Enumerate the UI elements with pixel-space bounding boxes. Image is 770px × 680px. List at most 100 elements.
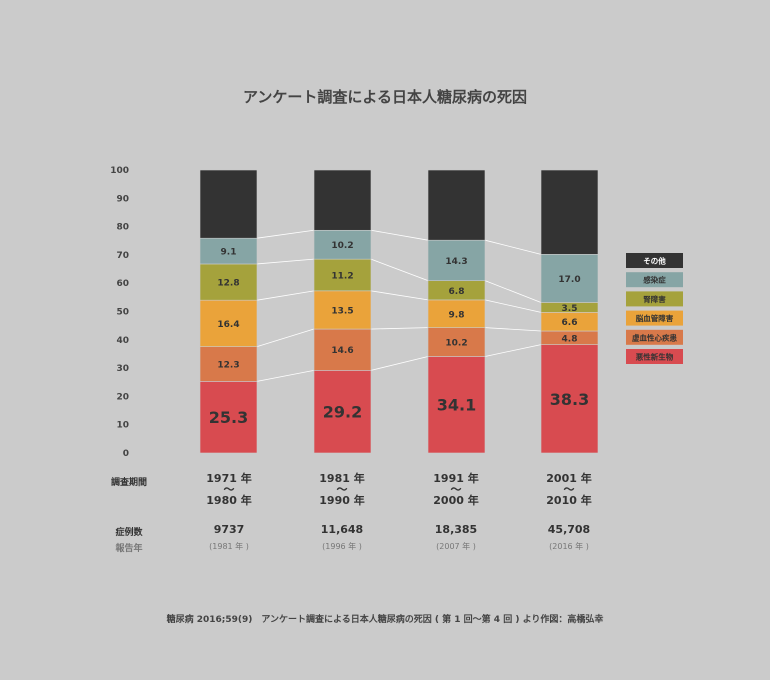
report-row-label: 報告年 bbox=[115, 544, 143, 554]
bar-segment bbox=[199, 169, 258, 239]
bar-segment bbox=[540, 169, 599, 255]
connector-line bbox=[484, 280, 542, 303]
y-tick-label: 50 bbox=[116, 308, 129, 318]
bar-segment bbox=[199, 381, 258, 454]
bar-segment bbox=[427, 327, 486, 357]
legend-label: 虚血性心疾患 bbox=[632, 332, 677, 342]
y-tick-label: 30 bbox=[116, 364, 129, 374]
case-count-1: 9737 bbox=[213, 523, 245, 536]
connector-line bbox=[256, 258, 315, 265]
data-label: 6.8 bbox=[449, 287, 465, 297]
count-row-label: 症例数 bbox=[115, 528, 143, 538]
legend-label: 悪性新生物 bbox=[636, 352, 674, 362]
legend-swatch bbox=[626, 291, 683, 307]
report-year-4: (2016 年 ) bbox=[549, 542, 589, 551]
data-label: 14.3 bbox=[445, 257, 467, 267]
connector-line bbox=[484, 327, 542, 332]
legend-swatch bbox=[626, 310, 683, 326]
connector-line bbox=[370, 327, 429, 330]
connector-line bbox=[484, 239, 542, 255]
bar-segment bbox=[427, 299, 486, 328]
data-label: 12.8 bbox=[217, 279, 239, 289]
case-count-4: 45,708 bbox=[547, 523, 591, 536]
bar-segment bbox=[313, 290, 372, 330]
legend-swatch bbox=[626, 349, 683, 364]
y-tick-label: 0 bbox=[123, 449, 129, 459]
period-sep: 〜 bbox=[563, 483, 575, 496]
legend-swatch bbox=[626, 253, 683, 268]
data-label: 29.2 bbox=[323, 403, 362, 422]
period-end: 2010 年 bbox=[546, 494, 592, 507]
y-tick-label: 20 bbox=[116, 392, 129, 402]
period-end: 1980 年 bbox=[206, 494, 252, 507]
data-label: 10.2 bbox=[445, 339, 467, 349]
connector-line bbox=[370, 258, 429, 282]
connector-line bbox=[370, 290, 429, 301]
case-count-2: 11,648 bbox=[320, 523, 364, 536]
bar-segment bbox=[427, 356, 486, 454]
period-4: 2001 年 〜 2010 年 bbox=[529, 473, 609, 506]
data-label: 9.1 bbox=[221, 248, 237, 258]
bar-segment bbox=[313, 328, 372, 371]
data-label: 10.2 bbox=[331, 241, 353, 251]
y-tick-label: 40 bbox=[116, 336, 129, 346]
legend-label: その他 bbox=[643, 256, 666, 266]
connector-line bbox=[256, 290, 315, 301]
report-year-2: (1996 年 ) bbox=[322, 542, 362, 551]
connector-line bbox=[256, 229, 315, 239]
data-label: 14.6 bbox=[331, 346, 353, 356]
bar-segment bbox=[313, 258, 372, 292]
y-tick-label: 10 bbox=[116, 421, 129, 431]
data-label: 11.2 bbox=[331, 271, 353, 281]
source-note: 糖尿病 2016;59(9) アンケート調査による日本人糖尿病の死因 ( 第 1… bbox=[166, 615, 604, 625]
legend-label: 感染症 bbox=[643, 275, 666, 285]
data-label: 34.1 bbox=[437, 396, 476, 415]
period-end: 2000 年 bbox=[433, 494, 479, 507]
legend-label: 腎障害 bbox=[643, 294, 666, 304]
data-label: 12.3 bbox=[217, 360, 239, 370]
period-1: 1971 年 〜 1980 年 bbox=[189, 473, 269, 506]
legend-swatch bbox=[626, 329, 683, 345]
period-2: 1981 年 〜 1990 年 bbox=[302, 473, 382, 506]
data-label: 4.8 bbox=[562, 334, 578, 344]
bar-segment bbox=[199, 263, 258, 301]
bar-segment bbox=[540, 254, 599, 303]
period-start: 1981 年 bbox=[319, 472, 365, 485]
y-tick-label: 90 bbox=[116, 194, 129, 204]
case-count-3: 18,385 bbox=[434, 523, 478, 536]
data-label: 3.5 bbox=[562, 304, 578, 314]
report-year-3: (2007 年 ) bbox=[436, 542, 476, 551]
connector-line bbox=[484, 344, 542, 357]
period-sep: 〜 bbox=[223, 483, 235, 496]
connector-line bbox=[370, 356, 429, 371]
data-label: 38.3 bbox=[550, 390, 589, 409]
bar-segment bbox=[313, 169, 372, 231]
period-3: 1991 年 〜 2000 年 bbox=[416, 473, 496, 506]
period-row-label: 調査期間 bbox=[110, 478, 147, 488]
report-year-1: (1981 年 ) bbox=[209, 542, 249, 551]
connector-line bbox=[256, 328, 315, 347]
connector-line bbox=[484, 299, 542, 313]
connector-line bbox=[256, 369, 315, 382]
bar-segment bbox=[540, 344, 599, 454]
data-label: 25.3 bbox=[209, 408, 248, 427]
data-label: 6.6 bbox=[562, 318, 578, 328]
legend-swatch bbox=[626, 272, 683, 288]
legend-label: 脳血管障害 bbox=[635, 313, 674, 323]
y-tick-label: 100 bbox=[110, 166, 129, 176]
period-sep: 〜 bbox=[336, 483, 348, 496]
period-sep: 〜 bbox=[450, 483, 462, 496]
period-start: 2001 年 bbox=[546, 472, 592, 485]
connector-line bbox=[370, 229, 429, 241]
chart-title: アンケート調査による日本人糖尿病の死因 bbox=[243, 88, 527, 106]
period-start: 1991 年 bbox=[433, 472, 479, 485]
data-label: 17.0 bbox=[558, 275, 580, 285]
y-tick-label: 70 bbox=[116, 251, 129, 261]
data-label: 13.5 bbox=[331, 306, 353, 316]
y-tick-label: 80 bbox=[116, 223, 129, 233]
period-end: 1990 年 bbox=[319, 494, 365, 507]
y-tick-label: 60 bbox=[116, 279, 129, 289]
bar-segment bbox=[427, 169, 486, 241]
bar-segment bbox=[313, 370, 372, 454]
